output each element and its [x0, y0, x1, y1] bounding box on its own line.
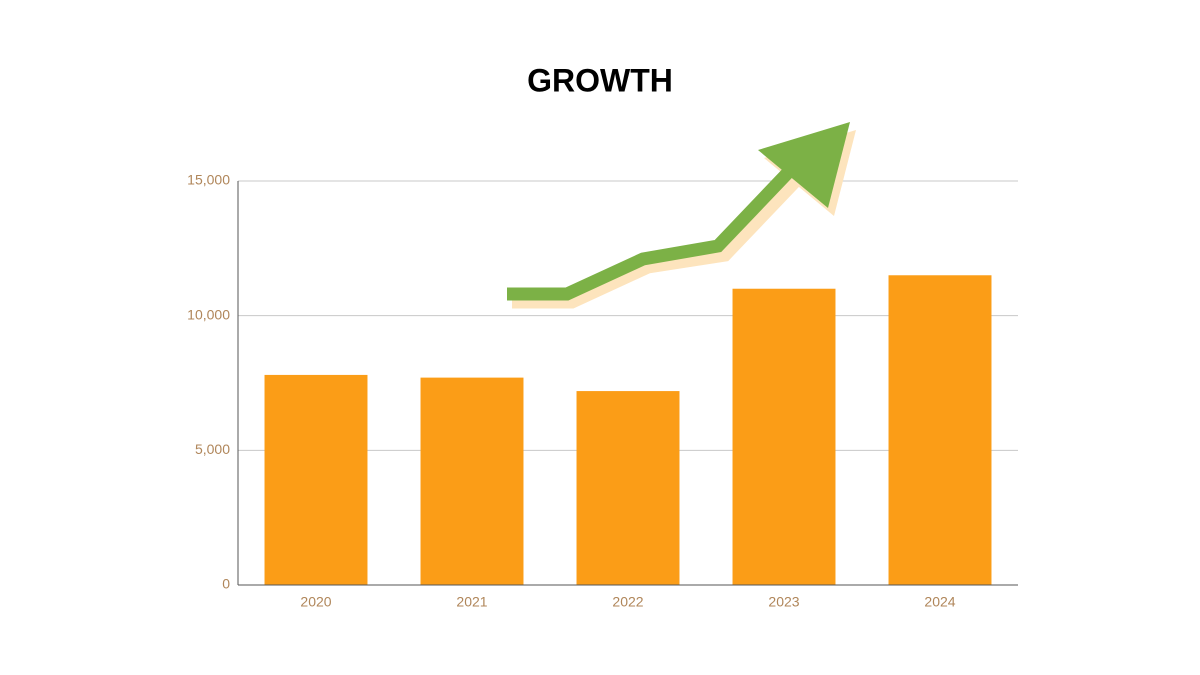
x-tick-label: 2020 — [300, 594, 331, 610]
bar — [264, 374, 368, 585]
bar — [576, 391, 680, 585]
growth-arrow — [507, 122, 856, 309]
bar — [732, 288, 836, 585]
arrow-shaft — [507, 155, 805, 301]
y-tick-label: 10,000 — [187, 306, 230, 322]
y-tick-label: 0 — [222, 576, 230, 592]
x-tick-label: 2024 — [924, 594, 955, 610]
x-tick-label: 2022 — [612, 594, 643, 610]
bar — [888, 275, 992, 585]
chart-title: GROWTH — [527, 62, 673, 98]
y-tick-label: 15,000 — [187, 172, 230, 188]
bar — [420, 377, 524, 585]
plot-area: 0 5,000 10,000 15,000 2020 2021 2022 2023 2024 — [187, 172, 1018, 610]
arrow-head — [758, 122, 850, 208]
x-tick-label: 2021 — [456, 594, 487, 610]
arrow-shadow — [512, 163, 813, 309]
y-tick-label: 5,000 — [195, 441, 230, 457]
x-tick-label: 2023 — [768, 594, 799, 610]
